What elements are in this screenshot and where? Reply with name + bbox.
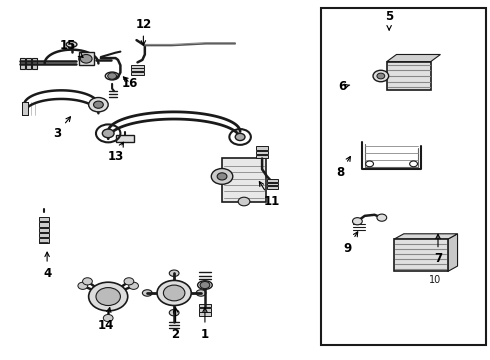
Circle shape: [124, 278, 134, 285]
Text: 16: 16: [122, 77, 138, 90]
Bar: [199, 312, 211, 316]
Bar: [131, 72, 145, 75]
Bar: [22, 102, 27, 115]
Circle shape: [366, 161, 373, 167]
Circle shape: [235, 134, 245, 140]
Circle shape: [89, 98, 108, 112]
Text: 8: 8: [336, 157, 350, 179]
Text: 15: 15: [60, 39, 83, 57]
Bar: [39, 233, 49, 237]
Circle shape: [108, 73, 117, 79]
Bar: [267, 186, 278, 189]
Bar: [22, 102, 27, 115]
Circle shape: [200, 282, 210, 289]
Bar: [256, 155, 268, 158]
Text: 1: 1: [201, 308, 209, 341]
Circle shape: [80, 54, 92, 63]
Bar: [39, 222, 49, 226]
Bar: [79, 52, 94, 65]
Bar: [131, 65, 145, 68]
Bar: [26, 58, 31, 69]
Circle shape: [94, 101, 103, 108]
Polygon shape: [387, 54, 441, 62]
Bar: [131, 68, 145, 71]
Bar: [39, 228, 49, 232]
Text: 3: 3: [53, 117, 71, 140]
Circle shape: [352, 218, 362, 225]
Bar: [394, 239, 448, 271]
Bar: [267, 179, 278, 182]
Circle shape: [103, 315, 113, 321]
Circle shape: [377, 214, 387, 221]
Bar: [32, 58, 37, 69]
Bar: [39, 238, 49, 243]
Bar: [199, 304, 211, 307]
Circle shape: [163, 285, 185, 301]
Circle shape: [157, 280, 191, 306]
Text: 14: 14: [98, 308, 114, 332]
Bar: [387, 62, 431, 90]
Bar: [256, 146, 268, 150]
Text: 6: 6: [339, 80, 350, 93]
Circle shape: [211, 168, 233, 184]
Text: 4: 4: [43, 252, 51, 280]
Bar: [117, 135, 134, 142]
Bar: [321, 8, 486, 345]
Text: 7: 7: [434, 234, 442, 265]
Polygon shape: [394, 234, 458, 239]
Circle shape: [89, 282, 128, 311]
Circle shape: [373, 70, 389, 82]
Ellipse shape: [66, 41, 77, 47]
Circle shape: [217, 173, 227, 180]
Bar: [199, 308, 211, 312]
Ellipse shape: [196, 290, 206, 296]
Circle shape: [129, 282, 139, 289]
Text: 13: 13: [107, 142, 123, 163]
Text: 5: 5: [385, 10, 393, 30]
Circle shape: [83, 278, 92, 285]
Circle shape: [102, 129, 114, 138]
Ellipse shape: [169, 310, 179, 316]
Circle shape: [96, 288, 121, 306]
Bar: [267, 183, 278, 185]
Text: 9: 9: [343, 232, 358, 255]
Ellipse shape: [79, 53, 94, 64]
Circle shape: [78, 282, 88, 289]
Circle shape: [410, 161, 417, 167]
Ellipse shape: [143, 290, 152, 296]
Ellipse shape: [197, 281, 212, 289]
Text: 2: 2: [172, 308, 180, 341]
Text: 10: 10: [429, 275, 441, 285]
Bar: [22, 102, 27, 115]
Ellipse shape: [105, 72, 119, 80]
Text: 11: 11: [259, 181, 280, 208]
Ellipse shape: [169, 270, 179, 276]
Polygon shape: [448, 234, 458, 271]
Circle shape: [377, 73, 385, 79]
Text: 12: 12: [135, 18, 151, 45]
Bar: [39, 217, 49, 221]
Bar: [20, 58, 25, 69]
Bar: [256, 150, 268, 154]
Bar: [22, 102, 27, 115]
Bar: [222, 158, 266, 202]
Circle shape: [238, 197, 250, 206]
